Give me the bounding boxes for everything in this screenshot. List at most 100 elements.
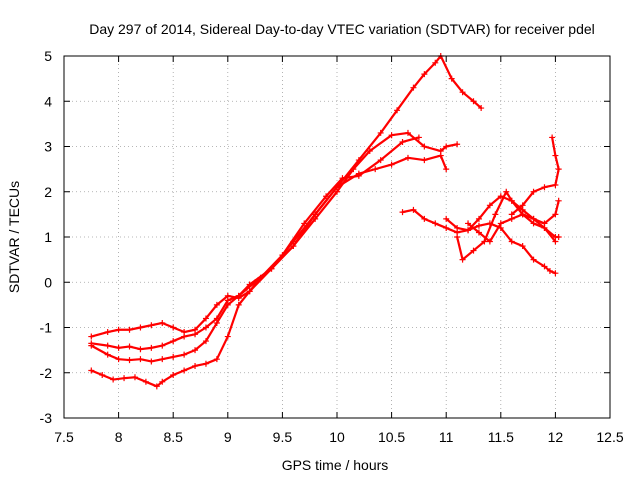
data-point-marker <box>279 252 286 259</box>
data-point-marker <box>508 197 515 204</box>
data-point-marker <box>399 138 406 145</box>
data-point-marker <box>541 263 548 270</box>
data-point-marker <box>137 324 144 331</box>
data-point-marker <box>404 129 411 136</box>
data-point-marker <box>432 59 439 66</box>
data-point-marker <box>192 326 199 333</box>
data-point-marker <box>497 220 504 227</box>
data-point-marker <box>443 143 450 150</box>
x-tick-label: 12.5 <box>596 429 623 445</box>
data-point-marker <box>181 351 188 358</box>
data-point-marker <box>355 172 362 179</box>
data-point-marker <box>159 342 166 349</box>
data-point-marker <box>399 209 406 216</box>
data-point-marker <box>497 193 504 200</box>
data-point-marker <box>224 333 231 340</box>
data-point-marker <box>454 224 461 231</box>
data-point-marker <box>519 202 526 209</box>
data-point-marker <box>459 89 466 96</box>
data-point-marker <box>555 166 562 173</box>
series-track-3 <box>88 152 450 353</box>
series-line <box>510 136 560 216</box>
series-line <box>90 54 483 388</box>
data-point-marker <box>246 288 253 295</box>
data-point-marker <box>552 211 559 218</box>
series-track-8 <box>465 211 559 245</box>
data-point-marker <box>126 357 133 364</box>
grid <box>64 56 610 418</box>
x-tick-label: 9.5 <box>273 429 293 445</box>
data-point-marker <box>350 166 357 173</box>
data-point-marker <box>519 243 526 250</box>
data-point-marker <box>481 238 488 245</box>
data-point-marker <box>88 340 95 347</box>
chart-title: Day 297 of 2014, Sidereal Day-to-day VTE… <box>89 21 595 37</box>
data-point-marker <box>432 220 439 227</box>
data-point-marker <box>148 322 155 329</box>
x-tick-label: 12 <box>548 429 564 445</box>
data-point-marker <box>257 274 264 281</box>
y-tick-label: 4 <box>44 93 52 109</box>
data-point-marker <box>541 224 548 231</box>
data-point-marker <box>443 166 450 173</box>
data-point-marker <box>170 324 177 331</box>
data-point-marker <box>192 362 199 369</box>
data-point-marker <box>235 301 242 308</box>
data-point-marker <box>475 222 482 229</box>
data-point-marker <box>415 134 422 141</box>
y-tick-label: -3 <box>40 410 53 426</box>
data-point-marker <box>394 107 401 114</box>
data-point-marker <box>301 220 308 227</box>
data-point-marker <box>555 234 562 240</box>
data-point-marker <box>404 154 411 161</box>
data-point-marker <box>181 329 188 336</box>
series-line <box>90 154 448 351</box>
data-point-marker <box>213 356 220 363</box>
data-point-marker <box>235 295 242 302</box>
data-point-marker <box>170 353 177 360</box>
x-axis-label: GPS time / hours <box>282 457 389 473</box>
data-point-marker <box>181 367 188 374</box>
data-point-marker <box>148 358 155 365</box>
data-point-marker <box>443 215 450 222</box>
data-point-marker <box>115 344 122 351</box>
data-point-marker <box>492 211 499 218</box>
data-point-marker <box>475 229 482 236</box>
y-tick-label: 1 <box>44 229 52 245</box>
data-point-marker <box>202 324 209 331</box>
data-point-marker <box>486 238 493 245</box>
data-point-marker <box>546 267 553 274</box>
data-point-marker <box>202 360 209 367</box>
data-point-marker <box>530 188 537 195</box>
series-track-4 <box>88 134 422 340</box>
y-tick-label: 3 <box>44 139 52 155</box>
y-tick-labels: -3 -2 -1 0 1 2 3 4 5 <box>40 48 53 426</box>
data-point-marker <box>508 238 515 245</box>
data-point-marker <box>552 238 559 245</box>
data-point-marker <box>312 211 319 218</box>
data-point-marker <box>475 215 482 222</box>
data-series <box>88 53 562 390</box>
data-point-marker <box>142 378 149 385</box>
data-point-marker <box>549 134 556 141</box>
data-point-marker <box>454 141 461 148</box>
data-point-marker <box>153 383 160 390</box>
series-track-2 <box>88 129 461 365</box>
data-point-marker <box>552 181 559 188</box>
data-point-marker <box>443 224 450 231</box>
data-point-marker <box>541 184 548 191</box>
data-point-marker <box>88 333 95 340</box>
data-point-marker <box>104 329 111 336</box>
y-axis-label: SDTVAR / TECUs <box>6 181 22 293</box>
data-point-marker <box>192 347 199 354</box>
y-tick-label: -2 <box>40 365 53 381</box>
data-point-marker <box>454 234 461 240</box>
data-point-marker <box>465 227 472 234</box>
data-point-marker <box>377 157 384 164</box>
data-point-marker <box>121 375 128 382</box>
data-point-marker <box>448 75 455 82</box>
data-point-marker <box>170 372 177 379</box>
x-tick-label: 9 <box>224 429 232 445</box>
x-tick-label: 7.5 <box>54 429 74 445</box>
data-point-marker <box>110 376 117 383</box>
